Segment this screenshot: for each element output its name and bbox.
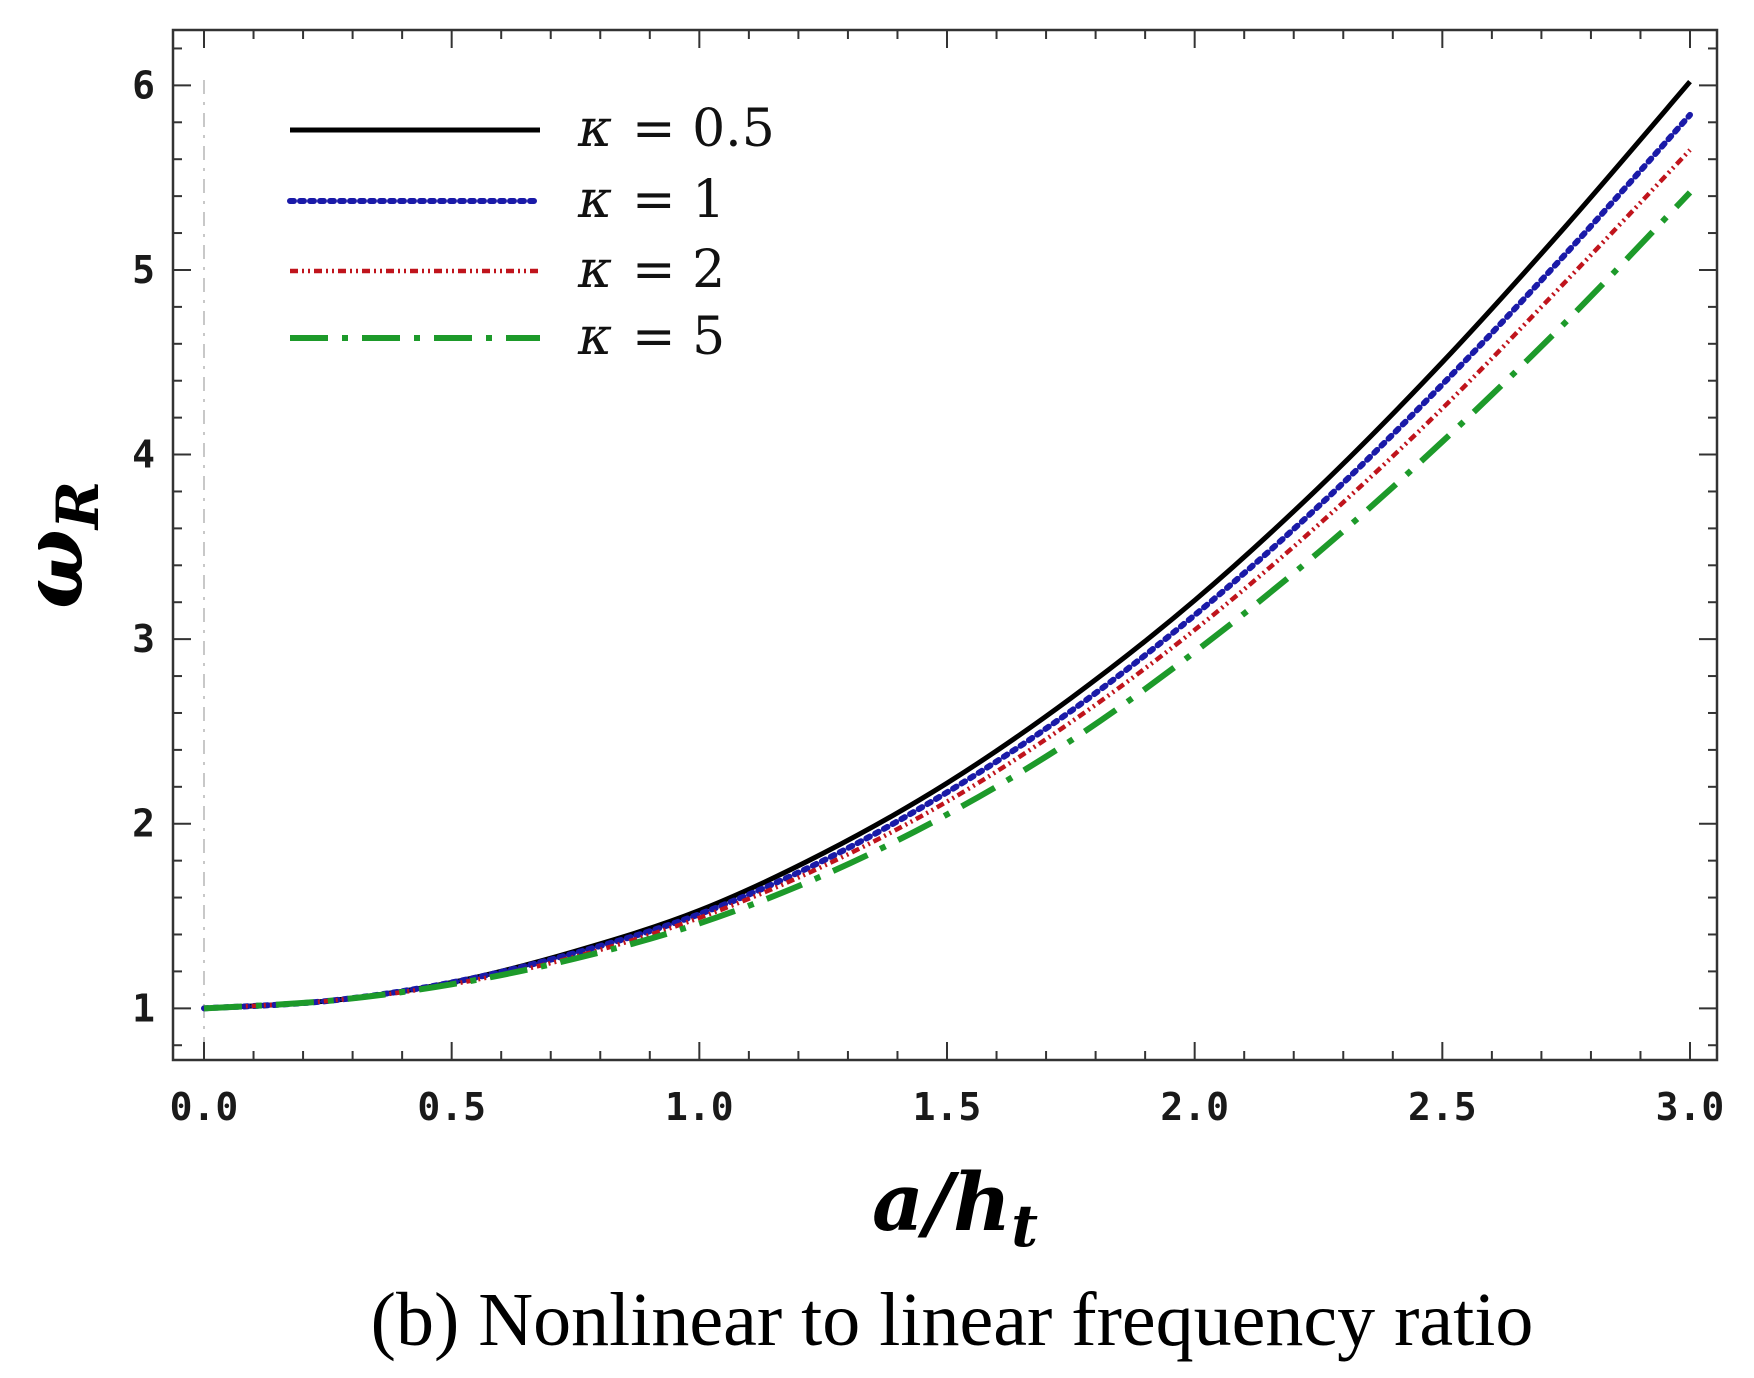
x-tick-label: 0.0	[170, 1085, 239, 1129]
series-layer	[201, 80, 1693, 1012]
x-tick-label: 0.5	[417, 1085, 486, 1129]
y-tick-label: 6	[132, 63, 155, 107]
legend-label-symbol-1: κ	[577, 99, 612, 159]
y-tick-label: 3	[132, 617, 155, 661]
x-axis-label: a/ht	[872, 1155, 1038, 1260]
y-tick-label: 1	[132, 986, 155, 1030]
x-tick-label: 1.5	[913, 1085, 982, 1129]
legend-label-value-3: = 2	[632, 240, 725, 300]
y-tick-label: 5	[132, 248, 155, 292]
legend-label-value-2: = 1	[632, 170, 725, 230]
y-axis-label: ωR	[3, 481, 112, 609]
y-tick-label: 4	[132, 433, 155, 477]
series-line-3	[203, 148, 1692, 1011]
plot-area: 0.0 0.5 1.0 1.5 2.0 2.5 3.0 1 2 3 4 5 6	[132, 28, 1724, 1129]
legend-label-symbol-2: κ	[577, 170, 612, 230]
x-axis-label-main: a/h	[872, 1155, 1011, 1249]
x-tick-label: 2.5	[1408, 1085, 1477, 1129]
series-line-4	[203, 190, 1693, 1012]
figure-caption: (b) Nonlinear to linear frequency ratio	[371, 1278, 1534, 1362]
plot-frame	[171, 28, 1719, 1062]
legend-label-value-1: = 0.5	[632, 99, 775, 159]
tick-labels-layer: 0.0 0.5 1.0 1.5 2.0 2.5 3.0 1 2 3 4 5 6	[132, 63, 1724, 1129]
legend-label-symbol-4: κ	[577, 307, 612, 367]
y-tick-label: 2	[132, 802, 155, 846]
x-axis-label-subscript: t	[1011, 1192, 1038, 1260]
series-line-2	[201, 111, 1693, 1012]
legend-label-symbol-3: κ	[577, 240, 612, 300]
x-tick-label: 1.0	[665, 1085, 734, 1129]
ticks-layer	[173, 30, 1717, 1060]
y-axis-label-main: ω	[3, 529, 102, 609]
x-tick-label: 2.0	[1160, 1085, 1229, 1129]
x-tick-label: 3.0	[1656, 1085, 1725, 1129]
legend: κ = 0.5 κ = 1 κ = 2 κ = 5	[287, 99, 775, 367]
y-axis-label-subscript: R	[44, 481, 112, 531]
legend-label-value-4: = 5	[632, 307, 725, 367]
